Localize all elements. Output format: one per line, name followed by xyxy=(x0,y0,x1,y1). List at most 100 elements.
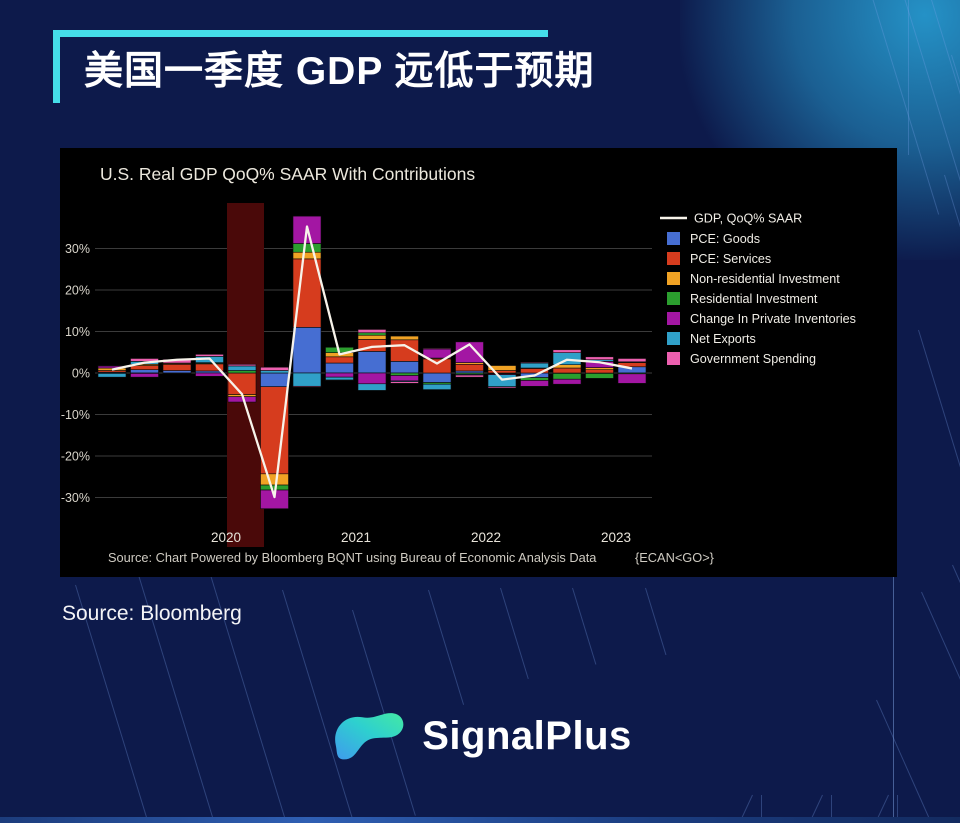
signalplus-wave-icon xyxy=(335,713,404,760)
bar-segment xyxy=(617,358,647,363)
brand-logo: SignalPlus xyxy=(0,703,960,769)
bar-segment xyxy=(227,365,257,371)
legend-item-label: PCE: Goods xyxy=(690,232,760,246)
chart-source-note: Source: Chart Powered by Bloomberg BQNT … xyxy=(108,550,597,565)
bar-segment xyxy=(455,374,484,378)
source-caption: Source: Bloomberg xyxy=(62,602,242,625)
bar-segment xyxy=(455,370,484,374)
y-axis-tick-label: 30% xyxy=(65,242,90,256)
decor-line xyxy=(428,589,465,705)
bar-segment xyxy=(390,375,419,382)
bar-segment xyxy=(195,370,224,374)
decor-line xyxy=(944,174,960,381)
bar-segment xyxy=(520,380,549,387)
bar-segment xyxy=(325,356,354,364)
bar-segment xyxy=(357,351,387,374)
y-axis-tick-label: -20% xyxy=(61,450,90,464)
legend-swatch xyxy=(667,332,680,345)
bar-segment xyxy=(292,372,322,387)
decor-line xyxy=(500,587,529,679)
bar-segment xyxy=(617,373,647,384)
bar-segment xyxy=(357,332,387,336)
gdp-line xyxy=(111,225,633,499)
x-axis-year-label: 2023 xyxy=(601,530,631,545)
chart-title: U.S. Real GDP QoQ% SAAR With Contributio… xyxy=(100,164,475,184)
legend-item-label: Residential Investment xyxy=(690,292,818,306)
legend-swatch xyxy=(667,232,680,245)
bar-segment xyxy=(260,372,289,387)
bar-segment xyxy=(97,373,127,378)
bar-segment xyxy=(325,376,354,381)
bar-segment xyxy=(552,367,582,374)
brand-name: SignalPlus xyxy=(422,713,632,758)
y-axis-tick-label: -30% xyxy=(61,491,90,505)
bar-segment xyxy=(422,372,452,383)
bar-segment xyxy=(195,354,224,357)
bar-segment xyxy=(520,362,549,369)
legend-item-label: GDP, QoQ% SAAR xyxy=(694,212,802,226)
legend-swatch xyxy=(667,312,680,325)
bar-segment xyxy=(130,373,159,378)
bar-segment xyxy=(292,385,322,388)
legend-item-label: Change In Private Inventories xyxy=(690,312,856,326)
x-axis-year-label: 2022 xyxy=(471,530,501,545)
bar-segment xyxy=(260,370,289,374)
legend-swatch xyxy=(667,272,680,285)
bar-segment xyxy=(552,378,582,385)
decor-line xyxy=(928,0,960,230)
bar-segment xyxy=(130,369,159,374)
y-axis-tick-label: -10% xyxy=(61,408,90,422)
decor-line xyxy=(645,587,667,656)
bar-segment xyxy=(195,372,224,377)
bar-segment xyxy=(325,372,354,378)
legend-swatch xyxy=(667,252,680,265)
bar-segment xyxy=(390,381,419,384)
bar-segment xyxy=(552,349,582,353)
bar-segment xyxy=(260,386,289,475)
headline-accent-bar-vertical xyxy=(53,30,60,103)
decor-line xyxy=(951,54,960,295)
legend-item-label: Non-residential Investment xyxy=(690,272,840,286)
decor-line xyxy=(908,0,909,155)
bar-segment xyxy=(162,363,192,371)
bar-segment xyxy=(390,372,419,376)
terminal-code: {ECAN<GO>} xyxy=(635,550,715,565)
decor-line xyxy=(900,0,960,292)
bar-segment xyxy=(292,327,322,374)
legend: GDP, QoQ% SAAR PCE: Goods PCE: Services Non… xyxy=(660,212,856,366)
legend-swatch xyxy=(667,352,680,365)
bar-segment xyxy=(357,329,387,334)
bar-segment xyxy=(422,347,452,350)
bar-segment xyxy=(422,383,452,390)
y-axis-tick-label: 20% xyxy=(65,284,90,298)
bar-segment xyxy=(260,473,289,486)
decor-line xyxy=(893,545,894,823)
legend-swatch xyxy=(667,292,680,305)
bar-segment xyxy=(487,386,517,389)
legend-item-label: PCE: Services xyxy=(690,252,771,266)
y-axis-tick-label: 0% xyxy=(72,367,90,381)
x-axis-year-label: 2021 xyxy=(341,530,371,545)
bar-segment xyxy=(325,362,354,374)
bar-segment xyxy=(357,383,387,391)
bar-segment xyxy=(422,358,452,374)
bar-segment xyxy=(292,251,322,260)
legend-item-label: Net Exports xyxy=(690,332,756,346)
bar-segment xyxy=(585,356,614,361)
decor-line xyxy=(572,587,597,665)
decor-line xyxy=(918,329,960,546)
bar-segment xyxy=(552,373,582,380)
bar-segment xyxy=(357,372,387,385)
bar-segment xyxy=(585,369,614,374)
bar-segment xyxy=(487,370,517,374)
bar-segment xyxy=(130,358,159,362)
bar-segment xyxy=(227,370,257,374)
bar-segment xyxy=(357,334,387,340)
bar-segment xyxy=(487,365,517,371)
bar-segment xyxy=(520,361,549,364)
y-axis-tick-label: 10% xyxy=(65,325,90,339)
bar-segment xyxy=(292,243,322,253)
bar-segment xyxy=(260,366,289,371)
bar-segment xyxy=(227,363,257,367)
